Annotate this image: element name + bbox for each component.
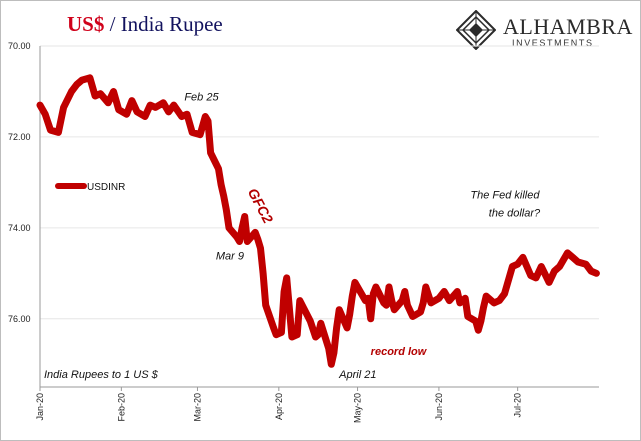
alhambra-diamond-icon (456, 10, 496, 50)
y-tick-label: 74.00 (8, 223, 31, 233)
x-tick-label: Mar-20 (192, 393, 202, 422)
x-tick-label: Feb-20 (116, 393, 126, 422)
annotation-feb-25: Feb 25 (184, 92, 219, 104)
title-currency: US$ (67, 12, 105, 36)
series-layer (36, 74, 600, 368)
title-rest: / India Rupee (104, 12, 223, 36)
logo-brand: ALHAMBRA (503, 14, 633, 39)
legend: USDINR (55, 182, 125, 193)
legend-label-usdinr: USDINR (87, 182, 125, 193)
annotation-april-21: April 21 (338, 369, 376, 381)
x-tick-label: Jan-20 (35, 393, 45, 421)
x-tick-label: Apr-20 (274, 393, 284, 420)
annotation-record-low: record low (371, 346, 428, 358)
grid-layer (40, 45, 599, 320)
y-tick-label: 72.00 (8, 132, 31, 142)
series-line-usdinr (36, 74, 600, 368)
annotation-india-rupees-to-1-us: India Rupees to 1 US $ (44, 369, 159, 381)
annotation-mar-9: Mar 9 (216, 251, 244, 263)
y-tick-label: 70.00 (8, 41, 31, 51)
logo-subtitle: INVESTMENTS (512, 38, 594, 48)
annotation-the-fed-killed: The Fed killed (470, 189, 540, 201)
x-tick-label: May-20 (353, 393, 363, 423)
alhambra-logo: ALHAMBRA INVESTMENTS (456, 10, 632, 50)
chart-title: US$ / India Rupee (67, 12, 223, 37)
x-tick-label: Jun-20 (434, 393, 444, 421)
x-tick-label: Jul-20 (513, 393, 523, 418)
annotation-the-dollar: the dollar? (489, 208, 541, 220)
annotation-gfc2: GFC2 (245, 185, 277, 226)
y-tick-label: 76.00 (8, 314, 31, 324)
